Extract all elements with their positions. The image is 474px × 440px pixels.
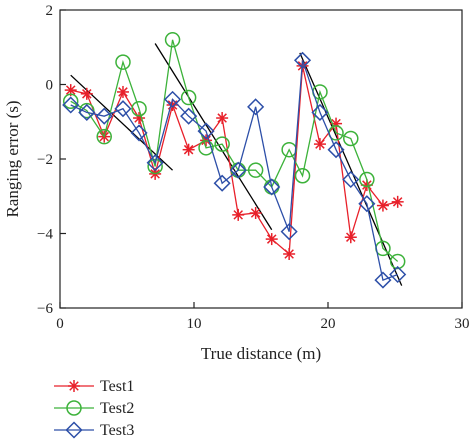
data-point-test2 (359, 171, 375, 188)
data-point-test1 (80, 87, 93, 100)
series-group (62, 32, 407, 289)
series-test2 (62, 32, 406, 270)
data-point-test2 (294, 168, 311, 184)
data-point-test2 (389, 253, 406, 270)
y-tick-label: −4 (37, 227, 53, 243)
data-point-test3 (229, 161, 247, 179)
data-point-test1 (116, 85, 129, 98)
series-test1-line (70, 65, 398, 256)
data-point-test1 (391, 195, 404, 208)
data-point-test3 (95, 107, 113, 125)
y-tick-label: 2 (46, 3, 54, 19)
legend-label-test2: Test2 (100, 400, 134, 417)
data-point-test1 (216, 112, 229, 125)
data-point-test3 (163, 90, 182, 108)
data-point-test2 (180, 89, 197, 106)
series-test3-line (70, 60, 398, 281)
data-point-test3 (342, 170, 360, 189)
data-point-test2 (147, 158, 163, 175)
data-point-test2 (79, 102, 95, 119)
data-point-test2 (96, 128, 112, 145)
data-point-test3 (130, 124, 148, 142)
legend-marker-test3 (65, 421, 83, 439)
trend-lines (70, 43, 403, 286)
legend-marker-test1 (68, 380, 80, 392)
x-axis-label: True distance (m) (201, 344, 321, 363)
data-point-test2 (343, 130, 359, 147)
legend-label-test3: Test3 (100, 422, 134, 439)
legend: Test1 Test2 Test3 (54, 378, 134, 439)
data-point-test2 (131, 100, 147, 117)
data-point-test3 (327, 141, 345, 159)
series-test3 (62, 51, 407, 289)
data-point-test2 (247, 162, 264, 178)
data-point-test1 (249, 207, 262, 220)
data-point-test3 (114, 100, 132, 118)
data-point-test1 (232, 208, 245, 221)
data-point-test1 (376, 199, 389, 212)
data-point-test2 (198, 140, 214, 156)
data-point-test1 (344, 231, 357, 244)
data-point-test3 (213, 174, 231, 192)
data-point-test3 (293, 51, 312, 69)
data-point-test3 (358, 195, 376, 213)
data-point-test3 (311, 103, 329, 121)
x-tick-label: 10 (187, 316, 202, 332)
trend-line (299, 52, 403, 286)
data-point-test1 (182, 143, 195, 156)
data-point-test3 (146, 154, 164, 172)
data-point-test2 (214, 136, 230, 152)
series-test2-line (70, 39, 399, 262)
data-point-test3 (180, 107, 198, 125)
data-point-test1 (64, 84, 77, 97)
trend-line (70, 74, 174, 171)
y-tick-label: −2 (37, 152, 53, 168)
data-point-test1 (313, 138, 326, 151)
trend-line (154, 43, 273, 231)
data-point-test3 (263, 178, 281, 196)
data-point-test3 (247, 98, 265, 116)
data-point-test3 (62, 96, 80, 114)
legend-label-test1: Test1 (100, 378, 134, 395)
x-tick-label: 30 (455, 316, 470, 332)
data-point-test2 (62, 93, 79, 110)
data-point-test1 (265, 233, 278, 246)
plot-frame (59, 9, 463, 309)
data-point-test2 (115, 54, 131, 70)
y-axis-label: Ranging error (s) (3, 100, 22, 217)
y-tick-label: −6 (37, 301, 53, 317)
legend-item-test2: Test2 (54, 400, 134, 417)
data-point-test3 (78, 103, 96, 121)
data-point-test1 (283, 247, 296, 260)
y-tick-label: 0 (46, 78, 54, 94)
data-point-test3 (280, 223, 298, 241)
data-point-test3 (374, 271, 392, 289)
data-point-test3 (389, 265, 407, 284)
legend-item-test3: Test3 (54, 421, 134, 439)
x-tick-label: 20 (321, 316, 336, 332)
legend-item-test1: Test1 (54, 378, 134, 395)
x-tick-label: 0 (56, 316, 64, 332)
data-point-test3 (197, 122, 215, 140)
legend-marker-test2 (66, 400, 82, 416)
data-point-test2 (164, 32, 181, 48)
